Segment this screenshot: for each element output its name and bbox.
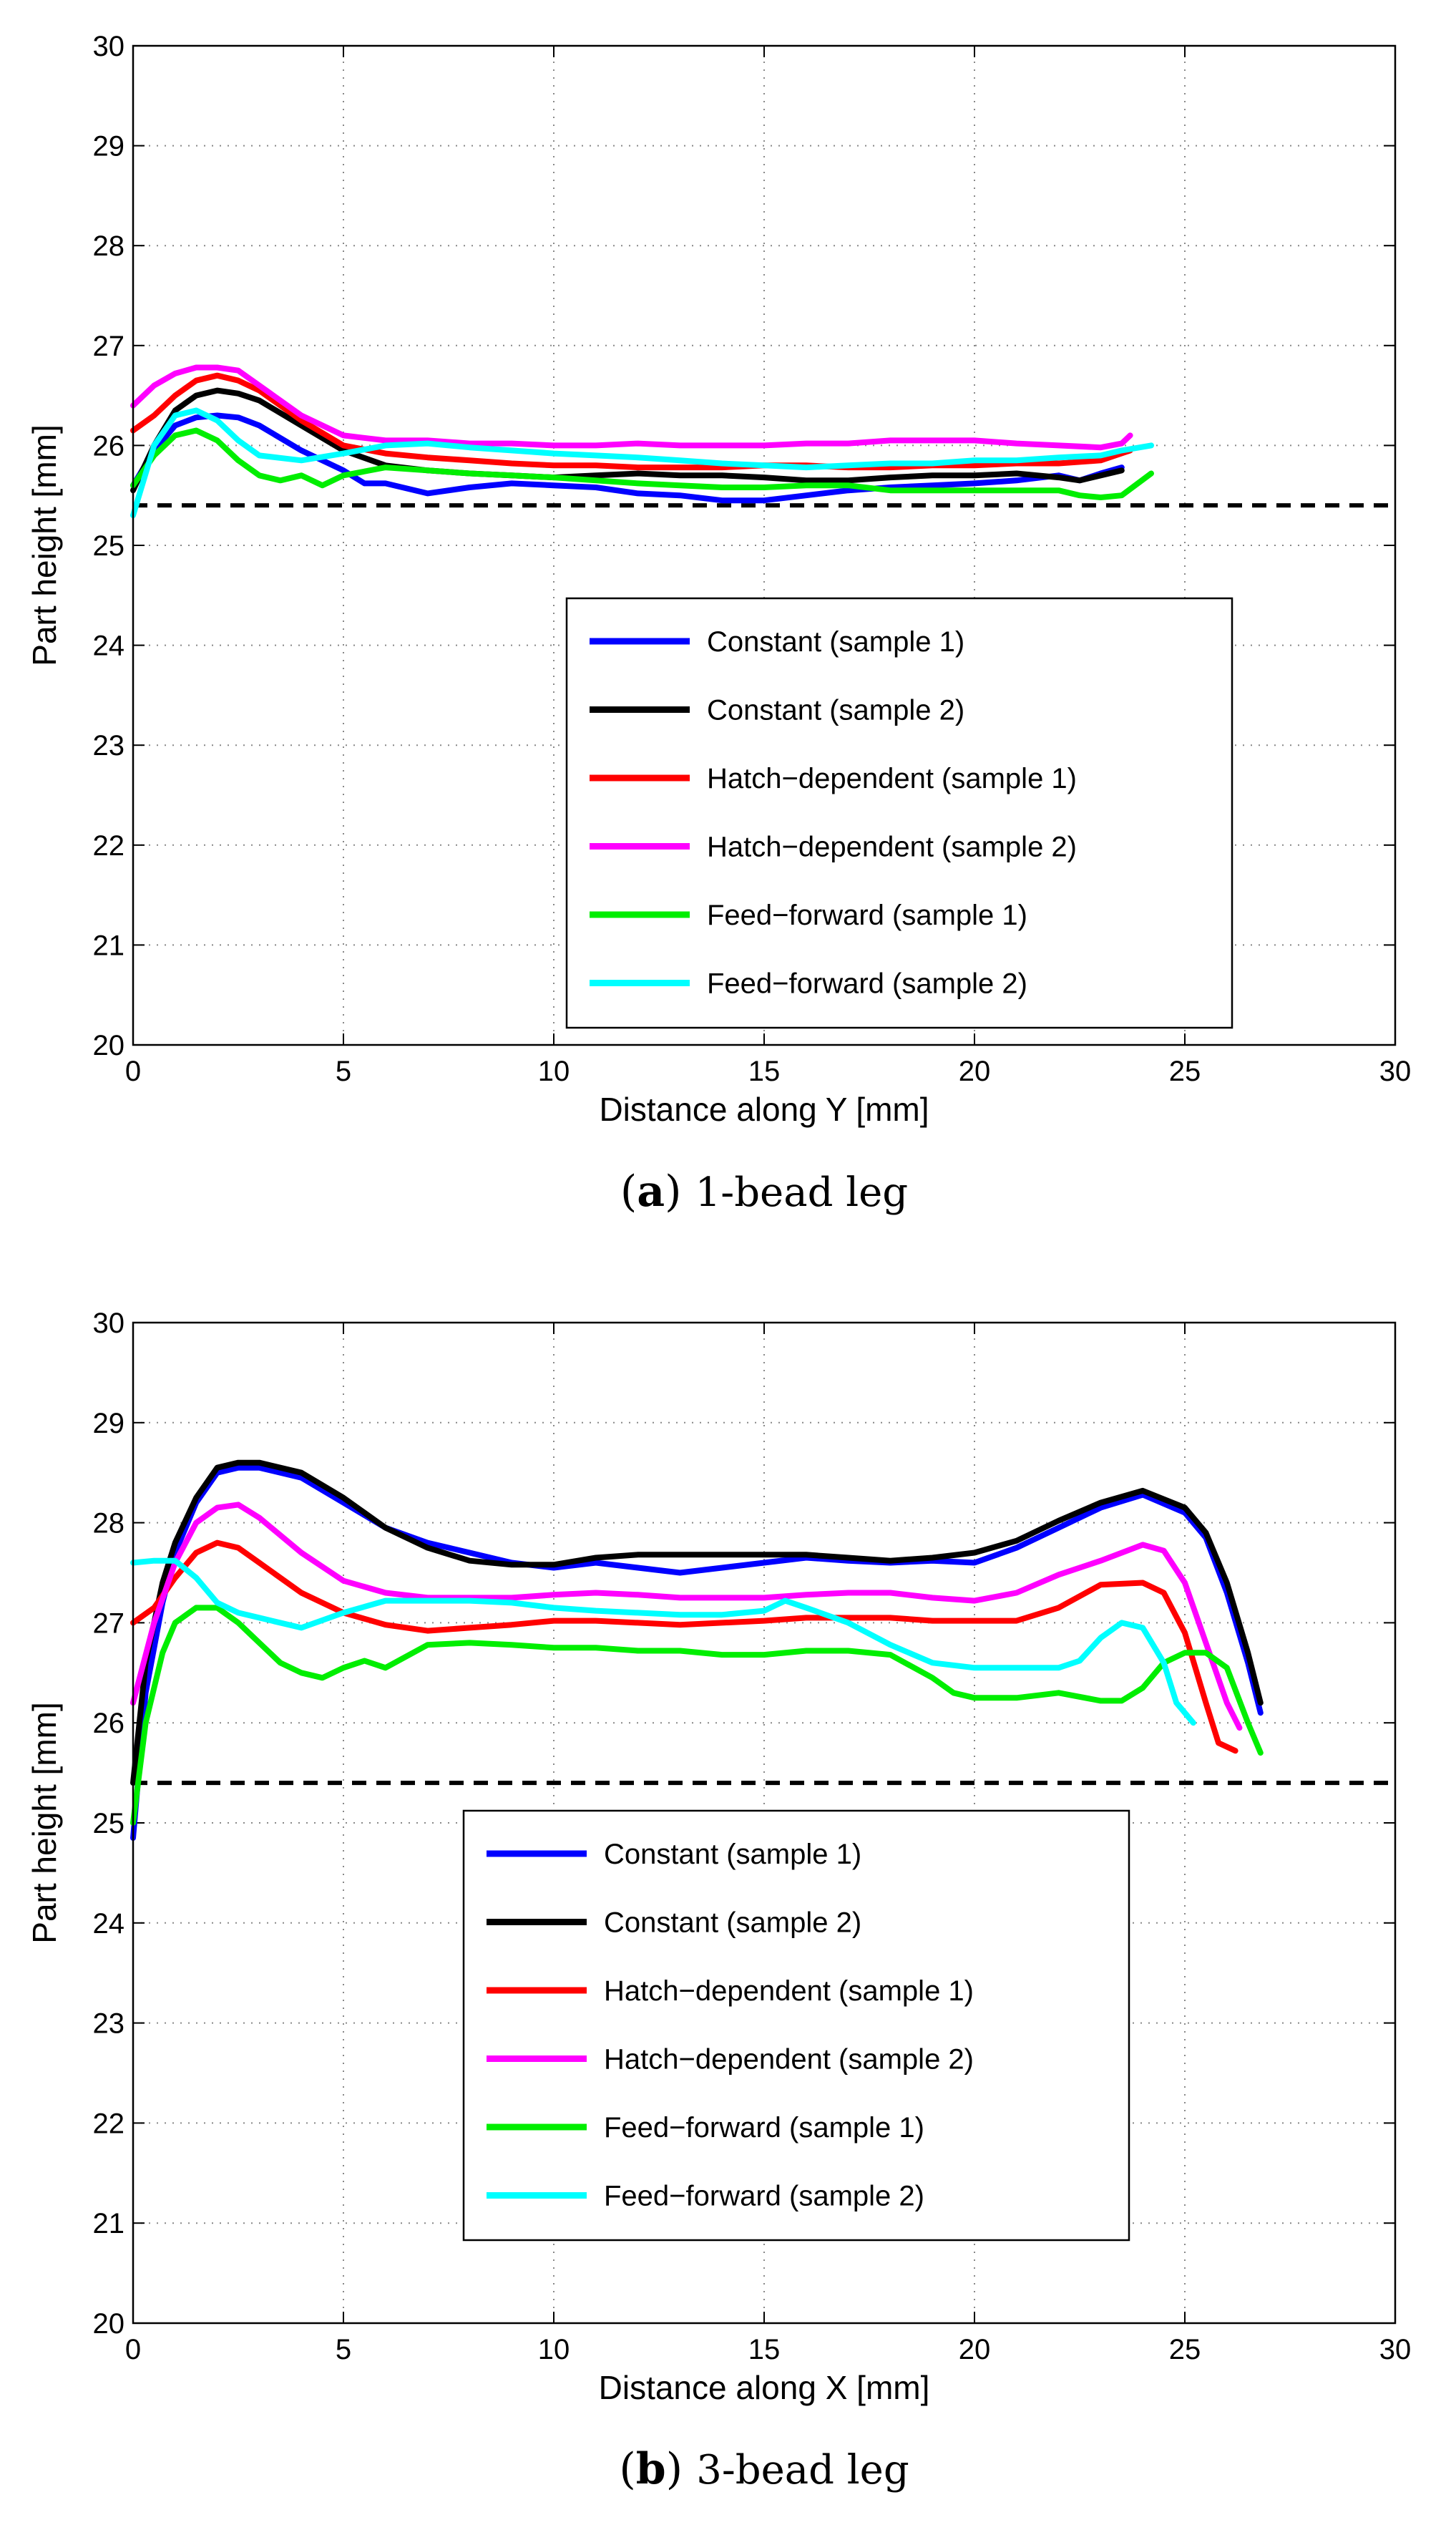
legend-box [462,1809,1130,2242]
legend-entry: Feed−forward (sample 2) [604,2181,924,2212]
x-tick-label: 15 [748,1056,781,1087]
y-tick-label: 26 [93,430,125,462]
caption-letter: b [636,2444,666,2494]
legend-entry: Constant (sample 1) [707,626,964,658]
x-tick-label: 15 [748,2334,781,2365]
caption-text: 1-bead leg [695,1169,908,1216]
series-line-2 [130,1459,1264,1786]
x-tick-label: 10 [538,1056,570,1087]
legend: Constant (sample 1) Constant (sample 2) Ha… [565,597,1233,1029]
legend-entry: Feed−forward (sample 1) [707,900,1027,931]
series-line-5 [130,1605,1264,1826]
y-tick-label: 29 [93,1408,125,1439]
y-tick-label: 24 [93,1908,125,1940]
x-axis-label: Distance along X [mm] [599,2369,930,2406]
x-tick-label: 10 [538,2334,570,2365]
y-tick-label: 21 [93,930,125,961]
y-tick-label: 22 [93,830,125,862]
series-line-4 [130,364,1133,451]
legend-entry: Hatch−dependent (sample 1) [604,1975,974,2007]
y-tick-label: 25 [93,1808,125,1839]
y-tick-label: 29 [93,131,125,162]
x-tick-label: 5 [336,2334,351,2365]
y-tick-label: 23 [93,730,125,762]
plot-frame [132,1321,1397,2325]
legend-box [565,597,1233,1029]
legend: Constant (sample 1) Constant (sample 2) Ha… [462,1809,1130,2242]
series-line-4 [130,1502,1243,1731]
y-tick-label: 21 [93,2208,125,2239]
y-tick-label: 27 [93,1607,125,1639]
y-tick-label: 20 [93,2308,125,2340]
legend-entry: Feed−forward (sample 1) [604,2112,924,2144]
y-tick-label: 24 [93,631,125,662]
y-tick-label: 28 [93,1508,125,1539]
plot-frame [132,44,1397,1046]
legend-entry: Constant (sample 2) [707,695,964,726]
series-line-6 [130,1557,1196,1726]
y-axis-label: Part height [mm] [26,1702,63,1943]
series-line-1 [130,1464,1264,1841]
series-line-3 [130,372,1133,471]
y-tick-label: 30 [93,31,125,62]
y-tick-label: 26 [93,1708,125,1739]
x-tick-label: 20 [959,1056,991,1087]
x-tick-label: 30 [1379,1056,1412,1087]
caption-text: 3-bead leg [696,2447,909,2493]
legend-entry: Hatch−dependent (sample 2) [707,832,1077,863]
y-tick-label: 23 [93,2008,125,2040]
x-tick-label: 0 [125,2334,141,2365]
y-tick-label: 28 [93,230,125,262]
series-line-5 [130,427,1154,500]
legend-entry: Constant (sample 1) [604,1839,861,1870]
x-tick-label: 5 [336,1056,351,1087]
x-axis-label: Distance along Y [mm] [599,1091,929,1128]
legend-entry: Hatch−dependent (sample 1) [707,763,1077,794]
chart-panel-b: 0 5 10 15 20 25 30 20 21 22 23 24 25 26 27 28 29 30 Distan… [26,1308,1411,2494]
caption-paren-open: ( [620,1167,637,1217]
y-tick-label: 27 [93,331,125,362]
legend-entry: Feed−forward (sample 2) [707,968,1027,1000]
y-tick-label: 25 [93,530,125,562]
series-line-2 [130,387,1125,494]
y-tick-label: 20 [93,1030,125,1061]
panel-caption: (b) 3-bead leg [619,2444,909,2494]
panel-caption: (a) 1-bead leg [620,1167,908,1217]
series-line-1 [130,412,1125,504]
legend-entry: Constant (sample 2) [604,1907,861,1939]
series-line-6 [130,407,1154,519]
legend-entry: Hatch−dependent (sample 2) [604,2044,974,2076]
y-tick-label: 30 [93,1308,125,1339]
x-tick-label: 0 [125,1056,141,1087]
y-tick-label: 22 [93,2108,125,2139]
caption-paren-close: ) [666,2444,696,2494]
x-tick-label: 25 [1169,1056,1201,1087]
x-tick-label: 20 [959,2334,991,2365]
caption-paren-close: ) [665,1167,695,1217]
caption-paren-open: ( [619,2444,635,2494]
series-line-3 [130,1539,1238,1754]
caption-letter: a [637,1167,665,1217]
x-tick-label: 30 [1379,2334,1412,2365]
x-tick-label: 25 [1169,2334,1201,2365]
chart-panel-a: 0 5 10 15 20 25 30 20 21 22 23 24 25 26 27 28 29 30 Distan… [26,31,1411,1217]
y-axis-label: Part height [mm] [26,424,63,666]
